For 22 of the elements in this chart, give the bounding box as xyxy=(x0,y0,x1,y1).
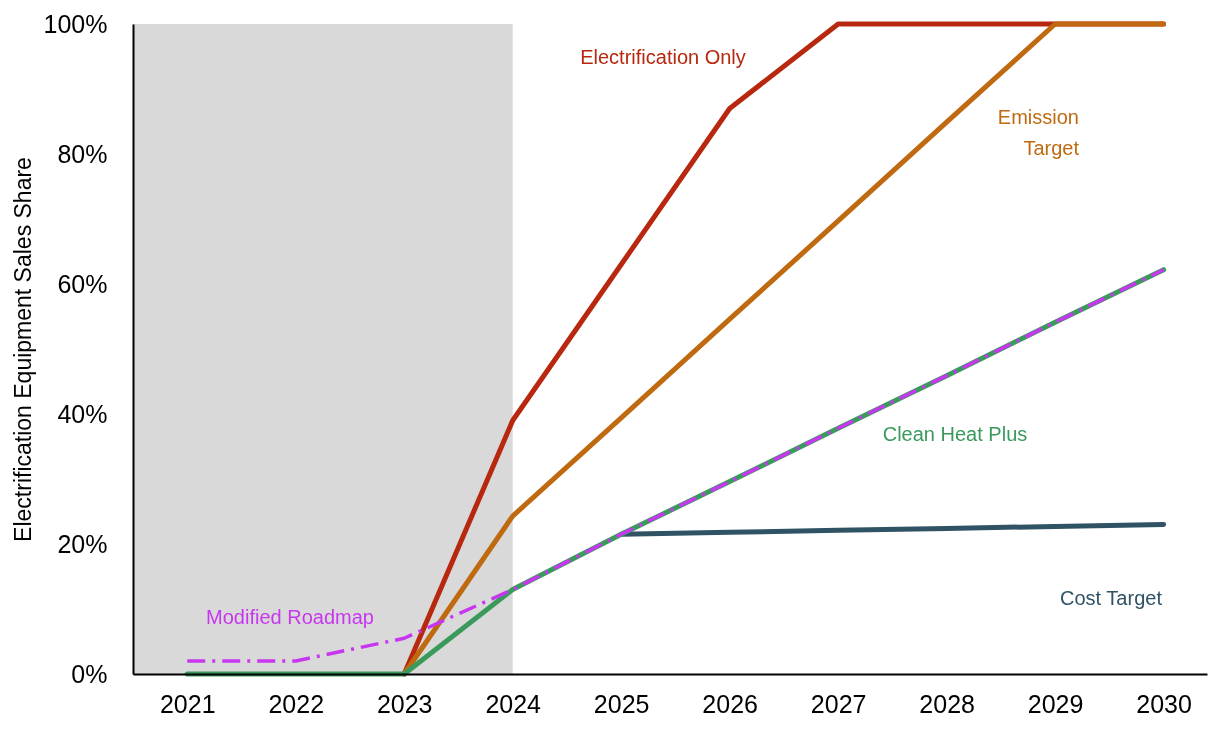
y-tick-label: 80% xyxy=(57,139,108,168)
x-tick-label: 2027 xyxy=(810,689,867,718)
y-tick-label: 100% xyxy=(43,9,108,38)
text: Cost Target xyxy=(1060,587,1163,609)
x-tick-label: 2022 xyxy=(268,689,325,718)
x-tick-label: 2026 xyxy=(702,689,758,718)
x-tick-label: 2024 xyxy=(485,689,542,718)
series-label: Electrification Only xyxy=(580,46,746,68)
y-tick-label: 20% xyxy=(57,529,108,558)
series-label: Modified Roadmap xyxy=(206,606,374,628)
series-label: Clean Heat Plus xyxy=(882,423,1028,445)
y-tick-label: 40% xyxy=(57,399,108,428)
y-tick-label: 60% xyxy=(57,269,108,298)
y-axis-title: Electrification Equipment Sales Share xyxy=(9,157,36,542)
x-tick-label: 2025 xyxy=(593,689,650,718)
x-tick-label: 2029 xyxy=(1027,689,1084,718)
x-tick-label: 2023 xyxy=(376,689,433,718)
x-tick-label: 2030 xyxy=(1136,689,1192,718)
x-tick-label: 2021 xyxy=(159,689,216,718)
y-tick-label: 0% xyxy=(71,659,108,688)
x-tick-label: 2028 xyxy=(919,689,975,718)
series-label: Emission Target xyxy=(997,106,1080,159)
